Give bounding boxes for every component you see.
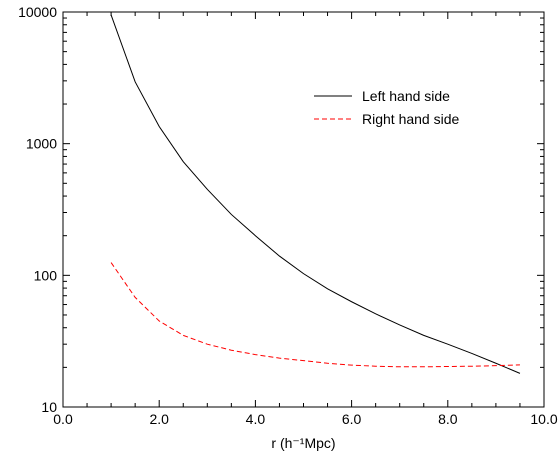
y-tick-label: 100 bbox=[34, 267, 58, 283]
y-tick-label: 10 bbox=[41, 399, 57, 415]
ticks-layer: 0.0 2.0 4.0 6.0 8.0 10.0 10 100 1000 10000 bbox=[18, 4, 558, 427]
plot-frame bbox=[62, 11, 545, 408]
x-tick-label: 0.0 bbox=[53, 411, 73, 427]
legend: Left hand side Right hand side bbox=[314, 88, 460, 127]
x-tick-label: 8.0 bbox=[438, 411, 458, 427]
legend-label: Left hand side bbox=[362, 88, 450, 104]
x-tick-label: 2.0 bbox=[149, 411, 169, 427]
x-tick-label: 6.0 bbox=[342, 411, 362, 427]
left-hand-side-line bbox=[110, 14, 521, 374]
x-tick-label: 4.0 bbox=[246, 411, 266, 427]
x-axis-label: r (h⁻¹Mpc) bbox=[271, 435, 335, 451]
y-tick-label: 10000 bbox=[18, 4, 57, 20]
series-layer bbox=[110, 14, 521, 374]
x-tick-label: 10.0 bbox=[530, 411, 557, 427]
right-hand-side-line bbox=[110, 262, 520, 368]
y-tick-label: 1000 bbox=[26, 136, 57, 152]
legend-label: Right hand side bbox=[362, 111, 460, 127]
